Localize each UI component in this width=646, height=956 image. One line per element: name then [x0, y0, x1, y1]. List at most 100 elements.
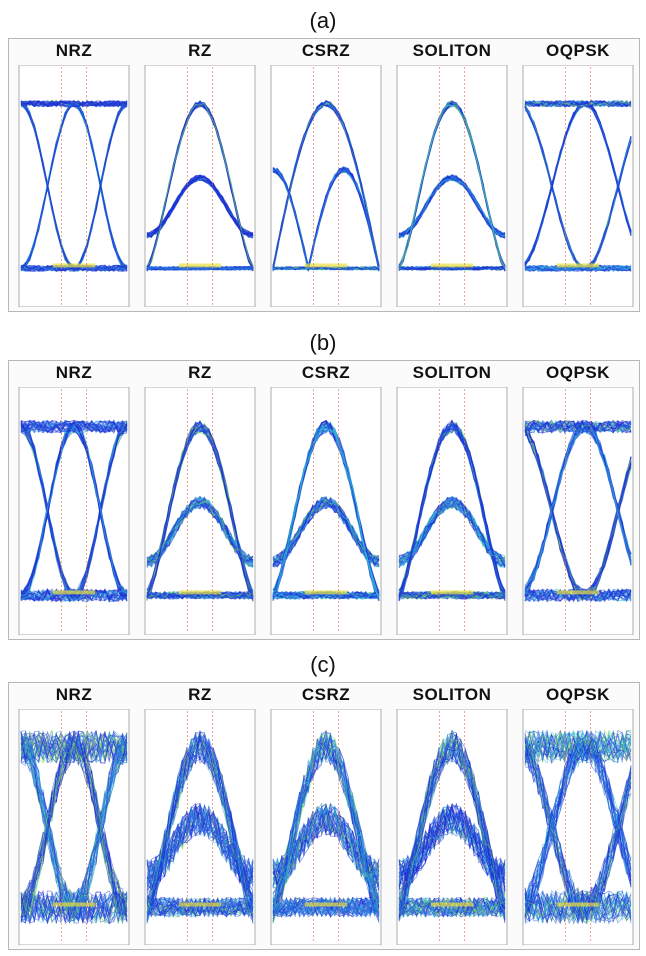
- eye-trace: [524, 729, 632, 764]
- eye-trace: [20, 739, 128, 918]
- eye-plot: [396, 709, 508, 945]
- eye-trace: [524, 732, 632, 763]
- eye-plot: [396, 65, 508, 307]
- density-band: [52, 590, 96, 595]
- eye-plot: [18, 65, 130, 307]
- eye-trace: [20, 891, 128, 925]
- eye-diagram-oqpsk: OQPSK: [517, 685, 639, 947]
- eye-trace: [524, 588, 632, 603]
- eye-trace: [524, 891, 632, 924]
- eye-trace: [20, 890, 128, 924]
- eye-diagram-rz: RZ: [139, 685, 261, 947]
- eye-title: CSRZ: [301, 363, 351, 382]
- eye-trace: [20, 428, 128, 601]
- eye-trace: [20, 731, 128, 764]
- eye-trace: [398, 812, 506, 882]
- eye-trace: [146, 591, 254, 600]
- eye-trace: [20, 746, 128, 920]
- eye-title: RZ: [188, 363, 212, 382]
- eye-diagram-rz: RZ: [139, 41, 261, 309]
- eye-diagram-oqpsk: OQPSK: [517, 41, 639, 309]
- eye-trace: [524, 730, 632, 762]
- eye-trace: [524, 588, 632, 603]
- eye-trace: [524, 420, 632, 433]
- eye-trace: [272, 497, 380, 562]
- eye-diagram-soliton: SOLITON: [391, 685, 513, 947]
- eye-title: CSRZ: [301, 685, 351, 704]
- eye-trace: [146, 498, 254, 564]
- eye-trace: [272, 732, 380, 919]
- density-band: [556, 902, 600, 907]
- eye-trace: [20, 419, 128, 433]
- eye-trace: [272, 804, 380, 886]
- eye-trace: [20, 729, 128, 764]
- eye-trace: [524, 420, 632, 434]
- eye-trace: [146, 805, 254, 890]
- eye-diagram-csrz: CSRZ: [265, 41, 387, 309]
- eye-trace: [398, 897, 506, 918]
- eye-diagram-nrz: NRZ: [13, 685, 135, 947]
- eye-trace: [20, 264, 128, 272]
- density-band: [178, 263, 222, 268]
- eye-diagram-rz: RZ: [139, 363, 261, 637]
- section-label-b: (b): [309, 330, 337, 355]
- eye-trace: [272, 896, 380, 917]
- eye-trace: [146, 897, 254, 918]
- eye-trace: [524, 729, 632, 764]
- eye-plot: [522, 387, 634, 635]
- eye-trace: [146, 102, 254, 267]
- eye-trace: [398, 498, 506, 568]
- density-band: [178, 902, 222, 907]
- eye-trace: [20, 264, 128, 272]
- eye-trace: [20, 730, 128, 764]
- eye-trace: [146, 896, 254, 918]
- eye-trace: [146, 807, 254, 890]
- eye-trace: [20, 891, 128, 924]
- eye-trace: [272, 898, 380, 917]
- density-band: [556, 590, 600, 595]
- eye-trace: [398, 178, 506, 238]
- eye-trace: [272, 497, 380, 568]
- eye-plot: [144, 65, 256, 307]
- eye-trace: [272, 419, 380, 596]
- eye-trace: [20, 742, 128, 920]
- eye-trace: [20, 747, 128, 916]
- eye-trace: [398, 265, 506, 271]
- eye-trace: [398, 591, 506, 600]
- eye-trace: [524, 735, 632, 917]
- eye-trace: [20, 103, 128, 271]
- eye-trace: [272, 897, 380, 919]
- eye-trace: [524, 429, 632, 597]
- eye-trace: [398, 803, 506, 891]
- density-band: [304, 902, 348, 907]
- eye-title: OQPSK: [546, 685, 610, 704]
- density-band: [304, 590, 348, 595]
- eye-title: RZ: [188, 685, 212, 704]
- eye-title: SOLITON: [412, 363, 492, 382]
- eye-diagram-csrz: CSRZ: [265, 685, 387, 947]
- eye-trace: [146, 175, 254, 239]
- eye-trace: [398, 266, 506, 271]
- eye-trace: [20, 424, 128, 597]
- eye-trace: [272, 168, 380, 269]
- eye-trace: [272, 807, 380, 887]
- eye-trace: [524, 422, 632, 589]
- eye-title: SOLITON: [412, 685, 492, 704]
- eye-trace: [146, 176, 254, 238]
- density-band: [556, 263, 600, 268]
- eye-trace: [146, 730, 254, 909]
- eye-trace: [524, 99, 632, 108]
- eye-diagram-oqpsk: OQPSK: [517, 363, 639, 637]
- eye-title: OQPSK: [546, 363, 610, 382]
- eye-trace: [524, 738, 632, 915]
- eye-trace: [398, 809, 506, 883]
- eye-trace: [20, 890, 128, 926]
- eye-trace: [20, 734, 128, 913]
- eye-trace: [146, 898, 254, 917]
- eye-diagram-nrz: NRZ: [13, 363, 135, 637]
- eye-trace: [524, 738, 632, 907]
- eye-trace: [272, 806, 380, 888]
- eye-trace: [272, 167, 380, 267]
- eye-title: CSRZ: [301, 41, 351, 60]
- eye-plot: [522, 65, 634, 307]
